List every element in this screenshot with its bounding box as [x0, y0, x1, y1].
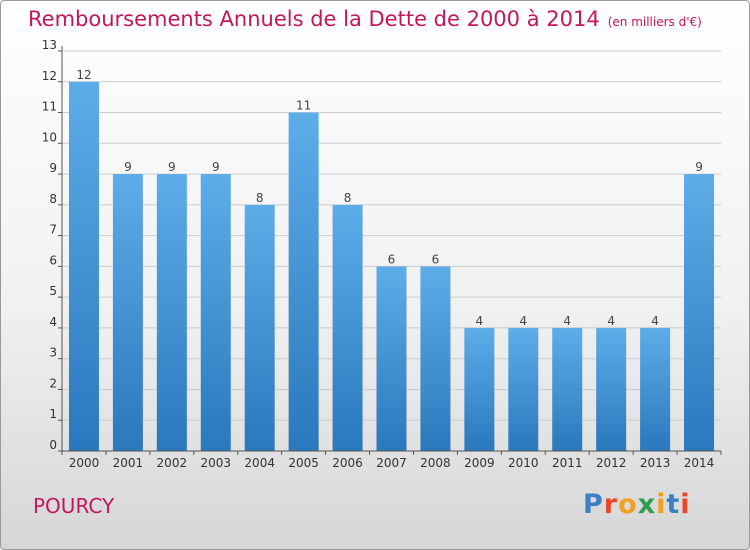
data-label: 9 [124, 160, 132, 174]
data-label: 4 [651, 314, 659, 328]
bar-2000 [68, 81, 99, 452]
x-tick-label: 2003 [200, 456, 231, 470]
bar-2005 [288, 112, 319, 452]
data-label: 12 [76, 68, 91, 82]
x-tick-label: 2006 [332, 456, 363, 470]
x-tick-label: 2009 [464, 456, 495, 470]
bar-2004 [244, 204, 275, 451]
data-label: 9 [212, 160, 220, 174]
data-label: 6 [432, 252, 440, 266]
bar-2003 [200, 174, 231, 452]
y-tick-label: 1 [49, 407, 57, 421]
bar-2013 [640, 327, 671, 451]
bar-2011 [552, 327, 583, 451]
logo-letter: r [603, 489, 619, 520]
bar-2006 [332, 204, 363, 451]
bar-2009 [464, 327, 495, 451]
x-tick-label: 2010 [508, 456, 539, 470]
x-tick-label: 2008 [420, 456, 451, 470]
x-tick-label: 2000 [69, 456, 100, 470]
data-label: 4 [476, 314, 484, 328]
logo-letter: t [666, 489, 681, 520]
bar-2001 [112, 174, 143, 452]
data-label: 9 [695, 160, 703, 174]
x-tick-label: 2011 [552, 456, 583, 470]
logo-letter: o [618, 489, 638, 520]
bar-layer: 12 9 9 9 8 11 8 6 6 4 4 4 4 4 9 [68, 68, 715, 452]
y-tick-label: 4 [49, 315, 57, 329]
logo-letter: P [583, 489, 604, 520]
y-tick-label: 11 [42, 100, 57, 114]
y-tick-label: 6 [49, 253, 57, 267]
data-label: 8 [344, 191, 352, 205]
bar-2014 [684, 174, 715, 452]
x-tick-label: 2013 [640, 456, 671, 470]
data-label: 8 [256, 191, 264, 205]
bar-2012 [596, 327, 627, 451]
y-tick-label: 12 [42, 69, 57, 83]
x-tick-label: 2004 [244, 456, 275, 470]
chart-title-text: Remboursements Annuels de la Dette de 20… [28, 7, 600, 31]
data-label: 6 [388, 252, 396, 266]
data-label: 11 [296, 99, 311, 113]
data-label: 4 [519, 314, 527, 328]
place-name: POURCY [33, 494, 115, 518]
bar-2007 [376, 266, 407, 451]
chart-unit-label: (en milliers d'€) [607, 15, 702, 29]
logo-letter: x [637, 489, 657, 520]
x-tick-label: 2007 [376, 456, 407, 470]
chart-title: Remboursements Annuels de la Dette de 20… [28, 7, 702, 31]
bar-2008 [420, 266, 451, 451]
logo-letter: i [680, 489, 691, 520]
y-tick-label: 0 [49, 438, 57, 452]
data-label: 9 [168, 160, 176, 174]
y-tick-label: 3 [49, 346, 57, 360]
data-label: 4 [563, 314, 571, 328]
bar-2002 [156, 174, 187, 452]
y-tick-label: 2 [49, 376, 57, 390]
x-tick-label: 2005 [288, 456, 319, 470]
y-tick-label: 7 [49, 223, 57, 237]
y-tick-label: 5 [49, 284, 57, 298]
x-tick-label: 2014 [684, 456, 715, 470]
y-tick-label: 10 [42, 130, 57, 144]
x-tick-label: 2002 [157, 456, 188, 470]
y-tick-label: 8 [49, 192, 57, 206]
proxiti-logo: Proxiti [583, 489, 691, 520]
bar-2010 [508, 327, 539, 451]
logo-letter: i [656, 489, 667, 520]
x-tick-label: 2001 [113, 456, 144, 470]
y-tick-label: 13 [42, 38, 57, 52]
x-tick-label: 2012 [596, 456, 627, 470]
data-label: 4 [607, 314, 615, 328]
y-tick-label: 9 [49, 161, 57, 175]
